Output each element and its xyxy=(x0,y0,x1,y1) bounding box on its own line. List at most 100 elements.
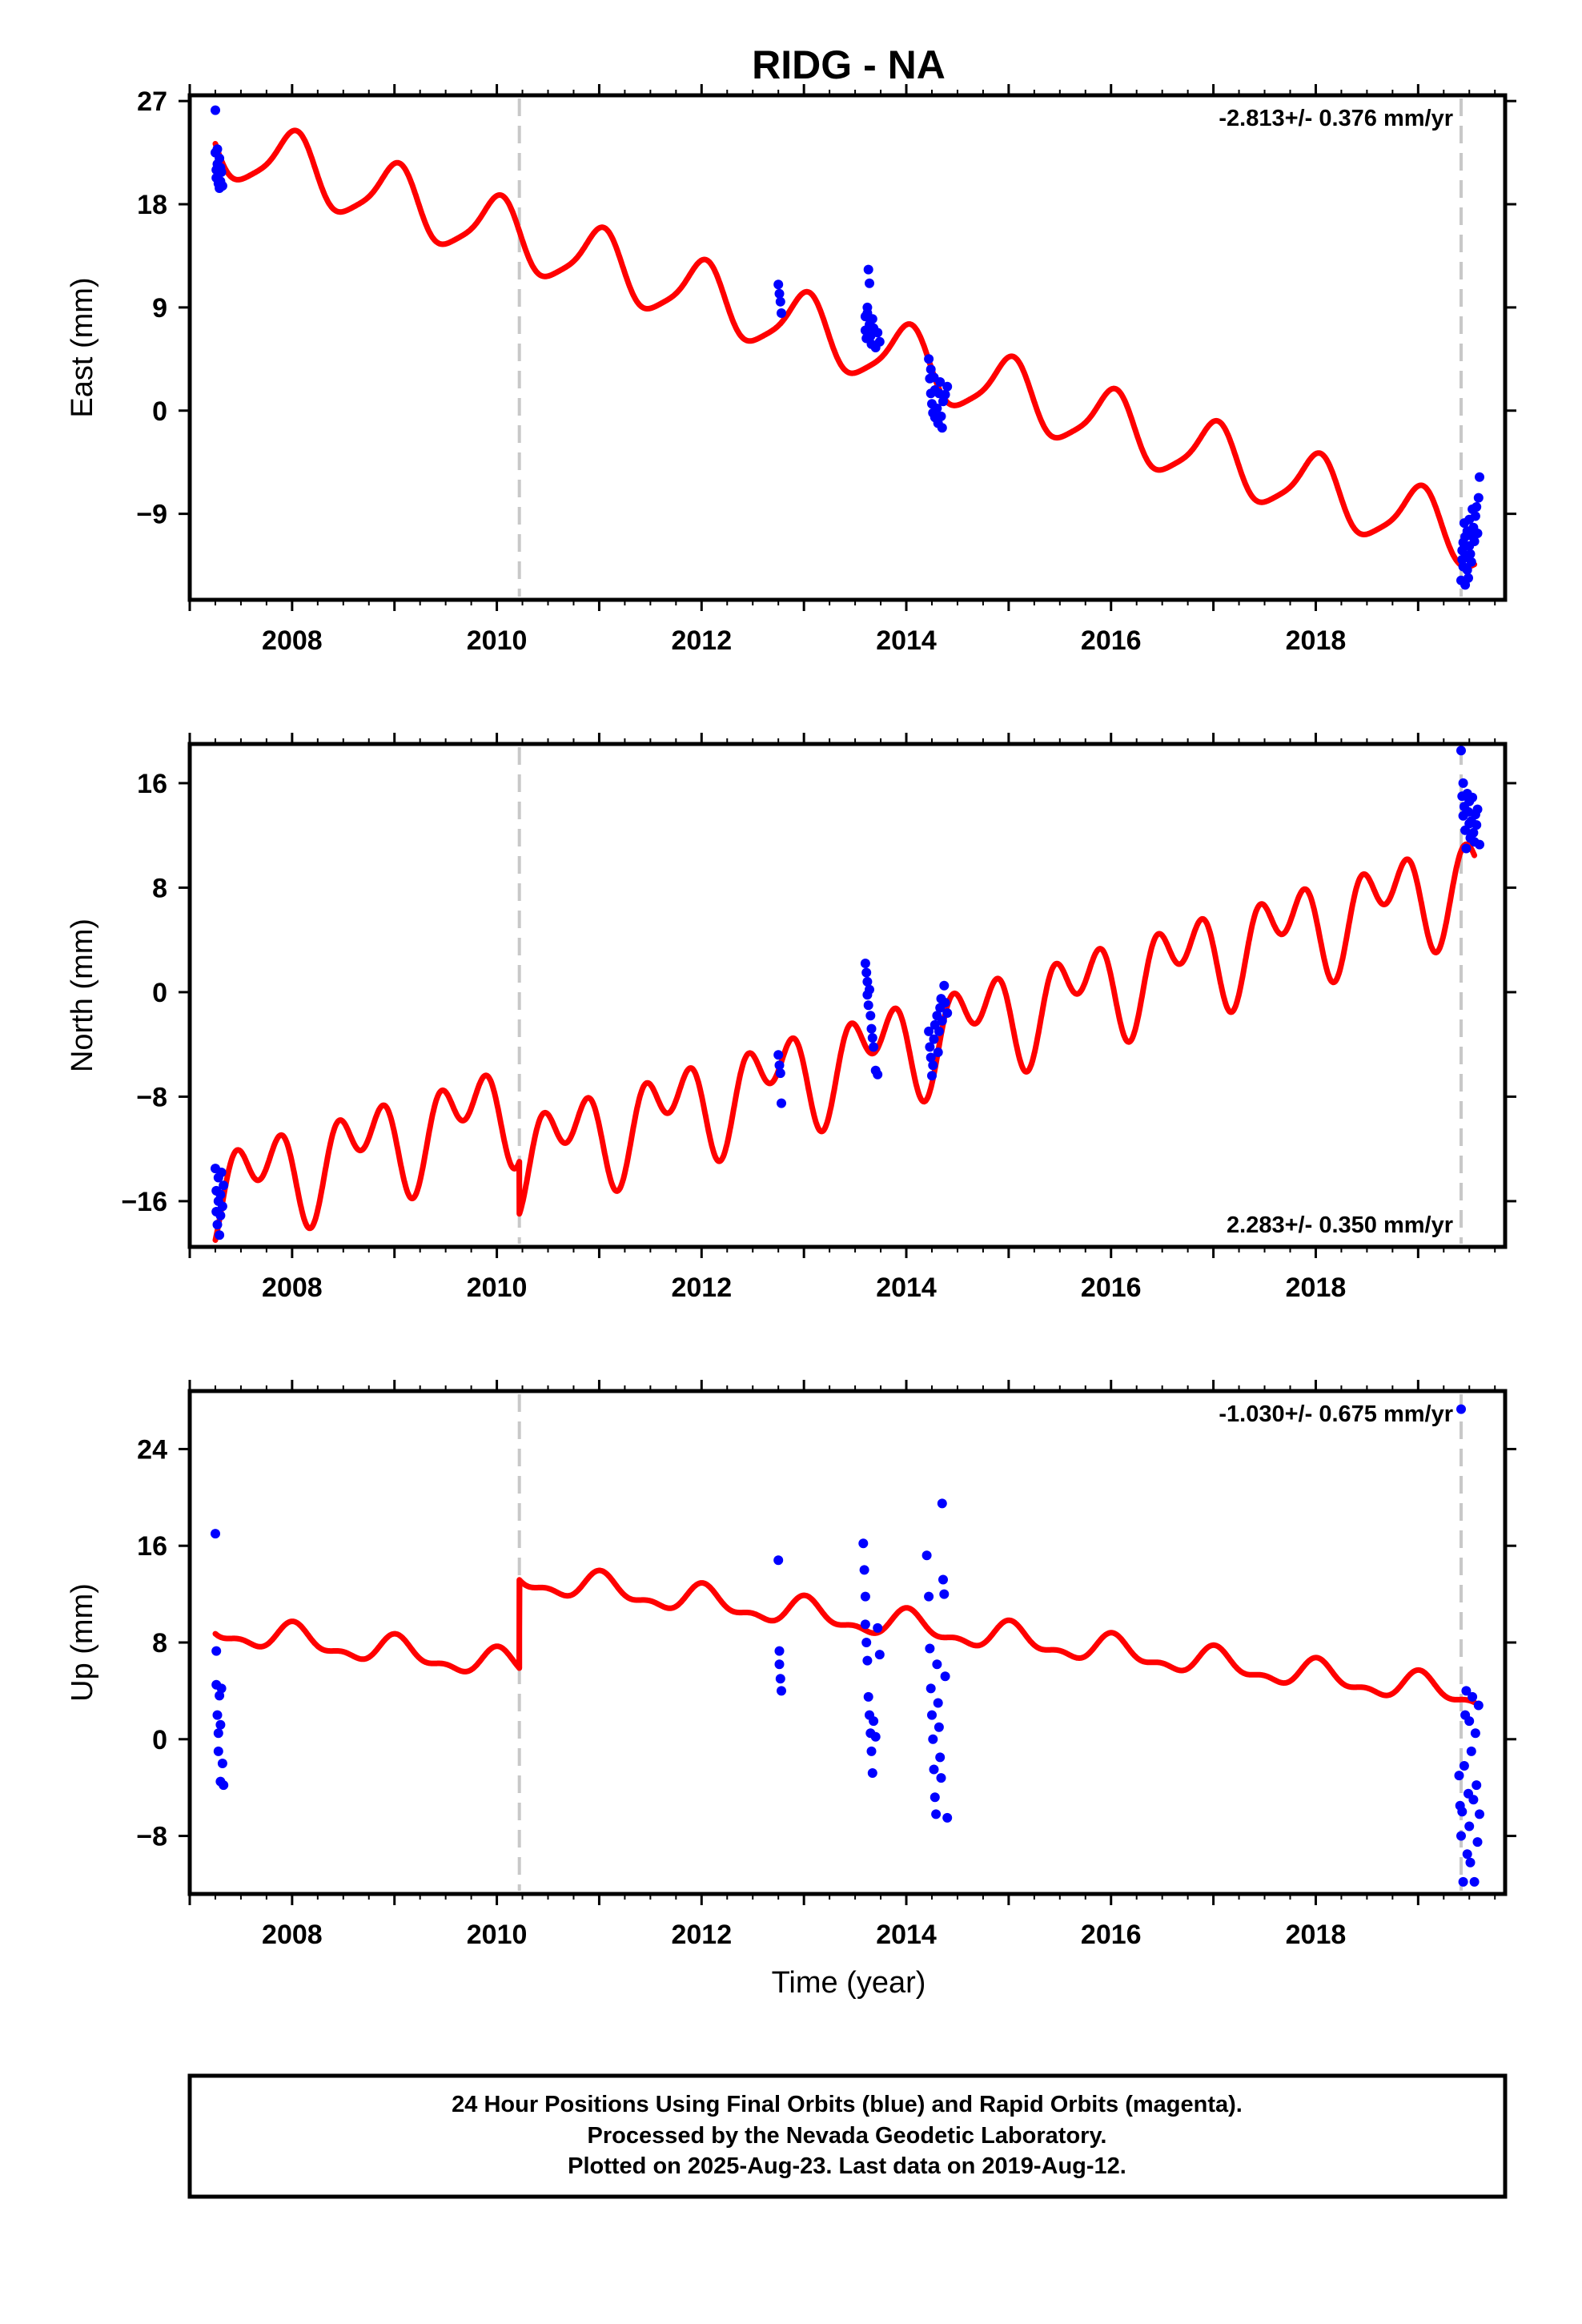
y-tick-label: 16 xyxy=(137,769,167,799)
data-point xyxy=(863,1691,873,1702)
data-point xyxy=(933,1698,943,1708)
data-point xyxy=(1458,778,1468,788)
data-point xyxy=(215,1189,226,1200)
model-curve xyxy=(212,1567,1478,1706)
data-point xyxy=(211,1646,222,1656)
data-point xyxy=(213,1746,223,1756)
y-tick-label: 27 xyxy=(137,86,167,117)
data-point xyxy=(217,181,227,191)
data-point xyxy=(924,354,934,364)
y-tick-label: 0 xyxy=(152,396,167,427)
model-curve xyxy=(212,127,1478,570)
data-point xyxy=(934,1722,944,1732)
data-point xyxy=(215,1230,225,1240)
rate-label: -2.813+/- 0.376 mm/yr xyxy=(1219,106,1453,131)
data-point xyxy=(774,1659,785,1670)
data-point xyxy=(1475,472,1484,482)
data-point xyxy=(865,1011,876,1021)
data-point xyxy=(774,288,785,299)
data-point xyxy=(934,1026,944,1036)
y-tick-label: −16 xyxy=(121,1187,167,1217)
data-point xyxy=(873,1622,883,1633)
footer-line-2: Processed by the Nevada Geodetic Laborat… xyxy=(588,2123,1107,2149)
data-point xyxy=(926,1052,936,1063)
data-point xyxy=(1464,1821,1475,1831)
x-tick-label: 2016 xyxy=(1081,625,1142,656)
data-point xyxy=(925,1643,935,1654)
data-point xyxy=(942,1812,953,1823)
x-tick-label: 2008 xyxy=(262,625,323,656)
data-point xyxy=(774,1646,785,1656)
data-point xyxy=(213,1728,223,1739)
data-point xyxy=(927,1071,937,1081)
data-point xyxy=(860,959,870,968)
data-point xyxy=(775,1674,785,1684)
data-point xyxy=(932,1659,942,1670)
plot-frame xyxy=(187,742,1508,1249)
y-axis-label: North (mm) xyxy=(66,919,99,1072)
data-point xyxy=(927,1710,937,1720)
data-point xyxy=(865,278,874,288)
data-point xyxy=(867,1033,877,1043)
plot-frame xyxy=(187,93,1508,602)
data-point xyxy=(863,264,873,275)
data-point xyxy=(940,998,950,1007)
data-point xyxy=(935,377,946,387)
data-point xyxy=(935,1752,946,1763)
x-tick-label: 2012 xyxy=(671,625,732,656)
data-point xyxy=(1469,537,1480,546)
x-tick-label: 2018 xyxy=(1286,1273,1347,1303)
data-point xyxy=(216,1683,227,1694)
data-point xyxy=(217,1201,227,1212)
plot-area xyxy=(190,744,1505,1247)
data-point xyxy=(928,1060,938,1071)
east-panel: 27 18 9 0 −9 2008 2010 2012 2014 2016 2018 East (mm… xyxy=(66,84,1516,656)
data-point xyxy=(1462,1849,1472,1860)
rate-label: -1.030+/- 0.675 mm/yr xyxy=(1219,1401,1453,1427)
data-point xyxy=(216,167,227,177)
data-point xyxy=(869,1716,879,1727)
data-point xyxy=(860,1619,870,1630)
data-point xyxy=(859,1565,869,1575)
data-point xyxy=(215,1210,226,1220)
y-tick-label: 9 xyxy=(152,293,167,324)
data-point xyxy=(932,403,942,413)
data-point xyxy=(219,1180,229,1191)
data-point xyxy=(924,1591,934,1602)
plot-area xyxy=(190,1391,1505,1894)
data-point xyxy=(217,1759,227,1768)
data-point xyxy=(1456,1831,1466,1841)
x-tick-label: 2010 xyxy=(467,1920,528,1950)
footer-frame xyxy=(187,2073,1508,2199)
data-point xyxy=(1458,1876,1468,1887)
data-point xyxy=(874,336,885,347)
y-axis-label: Up (mm) xyxy=(66,1583,99,1702)
data-point xyxy=(873,328,883,338)
y-tick-label: 8 xyxy=(152,873,167,903)
data-point xyxy=(863,1000,873,1011)
x-tick-label: 2012 xyxy=(671,1920,732,1950)
data-point xyxy=(1472,820,1482,830)
y-tick-label: 0 xyxy=(152,978,167,1008)
data-point xyxy=(215,1719,226,1730)
x-tick-label: 2010 xyxy=(467,625,528,656)
data-point xyxy=(937,1498,947,1509)
data-point xyxy=(212,1710,223,1720)
data-point xyxy=(874,1650,885,1660)
data-point xyxy=(777,308,786,318)
data-point xyxy=(925,1042,935,1052)
data-point xyxy=(929,1764,939,1775)
data-point xyxy=(1469,1876,1480,1887)
data-point xyxy=(860,1591,870,1602)
y-tick-label: 8 xyxy=(152,1628,167,1659)
data-point xyxy=(928,1734,938,1744)
data-point xyxy=(211,1529,220,1539)
north-panel: 16 8 0 −8 −16 2008 2010 2012 2014 2016 2018 North (… xyxy=(66,733,1516,1303)
footer-line-3: Plotted on 2025-Aug-23. Last data on 201… xyxy=(568,2153,1126,2179)
data-point xyxy=(775,296,785,307)
data-point xyxy=(777,1686,786,1696)
data-point xyxy=(926,364,936,375)
y-tick-label: −8 xyxy=(136,1822,167,1852)
data-point xyxy=(921,1550,932,1561)
